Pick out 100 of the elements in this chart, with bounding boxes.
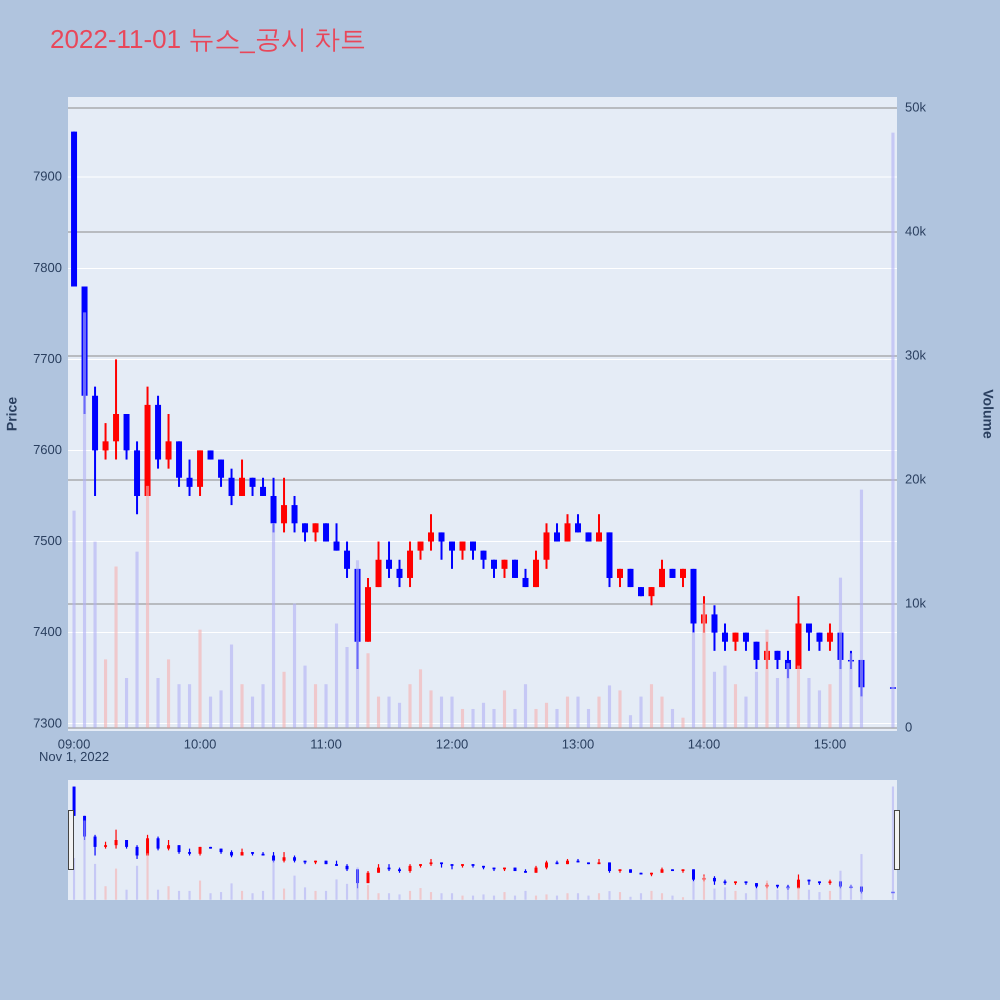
bar — [692, 632, 696, 728]
bar — [166, 659, 170, 728]
bar — [807, 678, 811, 728]
bar — [492, 708, 496, 728]
y-tick-label: 7900 — [33, 168, 62, 184]
candlestick — [502, 558, 508, 579]
bar — [765, 630, 769, 728]
candlestick — [470, 540, 476, 561]
bar — [608, 685, 612, 728]
candlestick — [281, 476, 288, 534]
candlestick — [648, 586, 654, 606]
x-tick-label: 09:00 — [58, 736, 90, 752]
bar — [219, 690, 223, 728]
bar — [198, 630, 202, 728]
bar — [240, 684, 244, 728]
candlestick — [292, 494, 298, 534]
bar — [440, 696, 444, 728]
bar — [524, 684, 528, 728]
bar — [754, 672, 758, 728]
bar — [650, 684, 654, 728]
bar — [597, 696, 601, 728]
y2-tick-label: 30k — [905, 348, 926, 363]
bar — [366, 653, 370, 728]
candlestick — [396, 558, 403, 588]
bar — [734, 684, 738, 728]
bar — [744, 696, 748, 728]
candlestick — [449, 540, 456, 570]
bar — [628, 715, 632, 728]
candlestick — [418, 540, 424, 561]
text: Nov 1, 2022 — [38, 749, 110, 764]
candlestick — [302, 522, 308, 543]
bar — [460, 708, 464, 728]
bar — [544, 702, 548, 728]
candlestick — [700, 595, 707, 634]
y2-axis-title: Volume — [980, 389, 997, 439]
candlestick — [554, 522, 560, 543]
chart-title: 2022-11-01 뉴스_공시 차트 — [50, 23, 366, 56]
y-tick-label: 7700 — [33, 350, 62, 366]
bar — [849, 653, 853, 728]
candlestick — [658, 558, 665, 588]
y-tick-label: 7600 — [33, 442, 62, 458]
candlestick — [806, 622, 812, 652]
bar — [104, 659, 108, 728]
x-tick-label: 10:00 — [184, 736, 216, 752]
candlestick — [816, 632, 822, 652]
x-tick-label: 15:00 — [814, 736, 846, 752]
bar — [670, 708, 674, 728]
x-tick-label: 13:00 — [562, 736, 594, 752]
x-tick-label: 14:00 — [688, 736, 720, 752]
y-tick-label: 7300 — [33, 715, 62, 730]
bar — [702, 604, 706, 728]
candlestick — [228, 468, 235, 506]
bar — [712, 672, 716, 728]
candlestick — [848, 650, 854, 670]
bar — [618, 690, 622, 728]
bar — [586, 708, 590, 728]
candlestick — [260, 476, 266, 497]
bar — [345, 647, 349, 728]
candlestick — [753, 640, 760, 670]
bar — [376, 696, 380, 728]
candlestick — [239, 458, 246, 497]
candlestick — [764, 640, 770, 670]
bar — [230, 644, 234, 728]
candlestick — [102, 422, 109, 461]
bar — [818, 690, 822, 728]
bar — [723, 666, 727, 728]
candlestick — [575, 513, 581, 534]
bar — [93, 542, 97, 728]
y2-tick-label: 40k — [905, 224, 926, 239]
candlestick — [826, 622, 833, 652]
bar — [681, 718, 685, 728]
y2-tick-label: 20k — [905, 472, 926, 487]
y2-tick-label: 0 — [905, 719, 912, 734]
candlestick — [334, 522, 340, 552]
bar — [250, 696, 254, 728]
candlestick — [386, 540, 392, 579]
bar — [261, 684, 265, 728]
candlestick — [166, 413, 172, 470]
bar — [534, 708, 538, 728]
candlestick — [774, 650, 780, 670]
bar — [208, 696, 212, 728]
candlestick — [218, 458, 224, 488]
candlestick — [186, 458, 193, 497]
candlestick — [732, 632, 738, 652]
bar — [891, 132, 895, 728]
candlestick — [438, 531, 445, 561]
y2-tick-label: 50k — [905, 100, 926, 115]
candlestick — [616, 568, 623, 588]
bar — [408, 684, 412, 728]
x-tick-label: 11:00 — [310, 736, 342, 752]
candlestick — [480, 550, 487, 570]
bar — [660, 696, 664, 728]
candlestick — [460, 540, 466, 561]
bar — [418, 669, 422, 728]
bar — [513, 708, 517, 728]
bar — [502, 690, 506, 728]
bar — [387, 696, 391, 728]
x-tick-label: 12:00 — [436, 736, 468, 752]
bar — [555, 708, 559, 728]
bar — [72, 510, 76, 728]
